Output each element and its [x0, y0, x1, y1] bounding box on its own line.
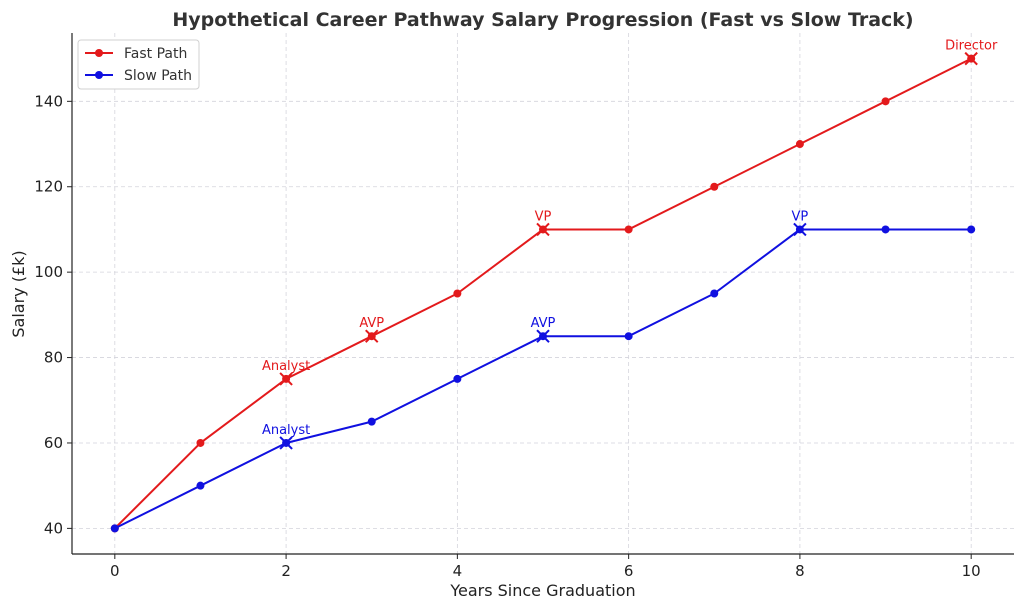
x-tick-label: 0	[110, 562, 120, 580]
data-point-fast	[196, 438, 205, 447]
x-tick-label: 8	[795, 562, 805, 580]
grid	[72, 33, 1014, 554]
axes	[71, 33, 1014, 555]
data-point-fast	[795, 140, 804, 149]
data-point-slow	[367, 417, 376, 426]
milestone-marker-slow	[279, 436, 293, 450]
legend-label-fast: Fast Path	[124, 46, 187, 62]
annotations: Analyst AVP VP Director Analyst AVP VP	[262, 39, 998, 450]
x-tick-label: 10	[962, 562, 981, 580]
milestone-marker-fast	[365, 329, 379, 343]
milestone-label-fast: Analyst	[262, 359, 310, 374]
milestone-x-stroke	[279, 436, 293, 450]
data-point-slow	[710, 289, 719, 298]
milestone-marker-slow	[536, 329, 550, 343]
milestone-x-stroke	[365, 329, 379, 343]
milestone-x-stroke	[279, 372, 293, 386]
data-point-fast	[881, 97, 890, 106]
x-tick-label: 2	[281, 562, 291, 580]
data-point-slow	[967, 225, 976, 234]
x-tick-label: 6	[624, 562, 634, 580]
y-tick-label: 100	[34, 263, 63, 281]
milestone-label-fast: AVP	[359, 316, 384, 331]
milestone-x-stroke	[536, 329, 550, 343]
ticks: 0 2 4 6 8 10 40 60 80 100 120 140	[34, 92, 980, 580]
data-point-slow	[110, 524, 119, 533]
y-tick-label: 40	[44, 519, 63, 537]
y-tick-label: 140	[34, 92, 63, 110]
milestone-label-slow: Analyst	[262, 423, 310, 438]
milestone-marker-fast	[279, 372, 293, 386]
x-tick-label: 4	[453, 562, 463, 580]
legend-label-slow: Slow Path	[124, 68, 192, 84]
y-tick-label: 60	[44, 434, 63, 452]
y-tick-label: 80	[44, 349, 63, 367]
data-point-slow	[624, 332, 633, 341]
milestone-x-stroke	[964, 51, 978, 66]
milestone-label-slow: AVP	[531, 316, 556, 331]
y-axis-label: Salary (£k)	[9, 250, 28, 337]
data-point-fast	[710, 182, 719, 191]
milestone-marker-fast	[536, 222, 550, 237]
data-point-slow	[453, 374, 462, 383]
milestone-label-slow: VP	[792, 209, 809, 224]
data-point-slow	[881, 225, 890, 234]
milestone-marker-fast	[964, 51, 978, 66]
x-axis-label: Years Since Graduation	[449, 581, 635, 600]
milestone-x-stroke	[793, 222, 807, 237]
legend-marker-slow	[95, 71, 103, 79]
milestone-x-stroke	[536, 222, 550, 237]
milestone-label-fast: Director	[945, 39, 998, 54]
milestone-label-fast: VP	[535, 209, 552, 224]
y-tick-label: 120	[34, 178, 63, 196]
data-point-fast	[624, 225, 633, 234]
legend-marker-fast	[95, 49, 103, 57]
chart-title: Hypothetical Career Pathway Salary Progr…	[172, 9, 913, 31]
legend: Fast Path Slow Path	[77, 39, 200, 90]
milestone-marker-slow	[793, 222, 807, 237]
data-point-fast	[453, 289, 462, 298]
data-point-slow	[196, 481, 205, 490]
